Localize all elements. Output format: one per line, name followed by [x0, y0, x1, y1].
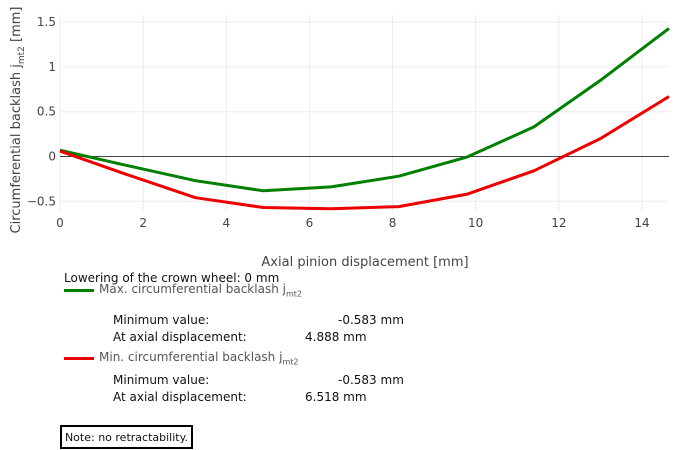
y-tick-label-0: −0.5 [27, 194, 56, 208]
series-line-1 [59, 95, 670, 211]
x-tick-label-1: 2 [139, 216, 147, 230]
x-tick-label-6: 12 [551, 216, 566, 230]
legend-label-max-text: Max. circumferential backlash j [99, 281, 286, 296]
x-tick-label-7: 14 [634, 216, 649, 230]
legend-label-min-sub: mt2 [282, 357, 299, 367]
max-disp-label: At axial displacement: [113, 330, 247, 344]
y-axis-title-unit: [mm] [9, 7, 24, 47]
legend-item-max: Max. circumferential backlash jmt2 [64, 282, 302, 298]
legend-label-min-text: Min. circumferential backlash j [99, 349, 283, 364]
max-min-value: -0.583 mm [338, 313, 404, 327]
y-tick-label-2: 0.5 [37, 105, 56, 119]
legend-label-min: Min. circumferential backlash jmt2 [99, 350, 298, 366]
y-axis-title: Circumferential backlash jmt2 [mm] [9, 7, 27, 234]
y-axis-title-sub: mt2 [17, 46, 27, 64]
x-tick-labels: 0 2 4 6 8 10 12 14 [56, 216, 649, 230]
x-tick-label-3: 6 [306, 216, 314, 230]
min-min-label: Minimum value: [113, 373, 210, 387]
x-tick-label-0: 0 [56, 216, 64, 230]
x-tick-label-5: 10 [468, 216, 483, 230]
y-tick-label-1: 0 [48, 149, 56, 163]
min-min-value: -0.583 mm [338, 373, 404, 387]
result-panel: Lowering of the crown wheel: 0 mm Max. c… [0, 270, 700, 450]
y-tick-label-3: 1 [48, 60, 56, 74]
min-disp-value: 6.518 mm [305, 390, 367, 404]
y-tick-labels: −0.5 0 0.5 1 1.5 [27, 15, 56, 208]
legend-label-max-sub: mt2 [285, 289, 302, 299]
max-min-label: Minimum value: [113, 313, 210, 327]
x-tick-label-4: 8 [389, 216, 397, 230]
legend-swatch-min [64, 356, 94, 360]
y-tick-label-4: 1.5 [37, 15, 56, 29]
legend-swatch-max [64, 288, 94, 292]
backlash-chart: 0 2 4 6 8 10 12 14 −0.500.511.5 Axial pinion di… [9, 7, 670, 270]
series-line-0 [59, 27, 670, 193]
legend-label-max: Max. circumferential backlash jmt2 [99, 282, 302, 298]
x-axis-title: Axial pinion displacement [mm] [261, 255, 468, 270]
legend-item-min: Min. circumferential backlash jmt2 [64, 350, 298, 366]
max-disp-value: 4.888 mm [305, 330, 367, 344]
series-group [59, 27, 670, 211]
y-axis-title-main: Circumferential backlash j [9, 64, 24, 233]
grid-lines [59, 15, 669, 212]
x-tick-label-2: 4 [222, 216, 230, 230]
retractability-note: Note: no retractability. [60, 425, 193, 449]
min-disp-label: At axial displacement: [113, 390, 247, 404]
crown-wheel-lowering: Lowering of the crown wheel: 0 mm [64, 271, 280, 285]
